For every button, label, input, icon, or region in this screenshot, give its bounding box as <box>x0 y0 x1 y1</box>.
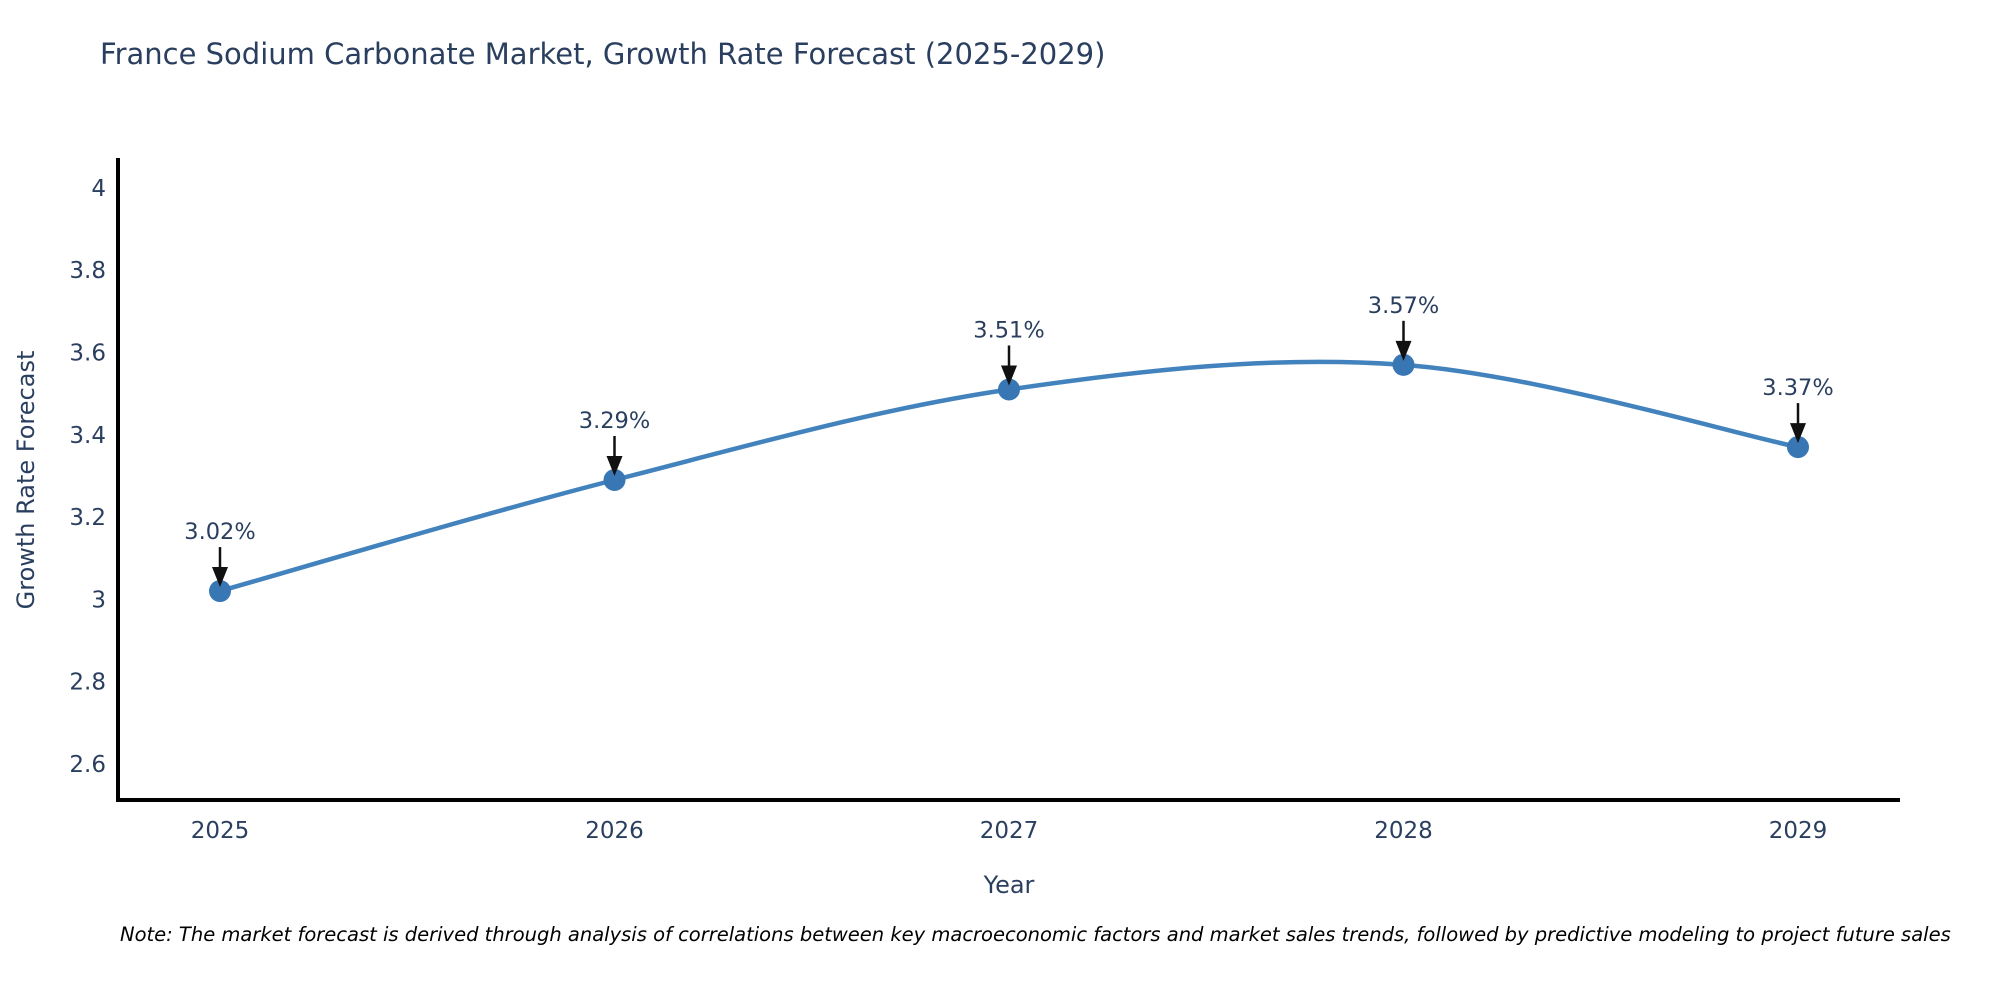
y-tick-label: 3.4 <box>69 423 106 449</box>
annotation-arrowhead <box>1790 423 1806 444</box>
axes <box>116 158 1900 802</box>
y-tick-label: 3.2 <box>69 505 106 531</box>
y-tick-label: 4 <box>91 176 106 202</box>
y-tick-label: 3.6 <box>69 340 106 366</box>
x-axis-title: Year <box>983 871 1035 899</box>
x-tick-label: 2027 <box>980 818 1039 844</box>
annotation-arrowhead <box>1001 365 1017 386</box>
data-point-label: 3.51% <box>973 318 1044 344</box>
annotation-arrowhead <box>606 456 623 476</box>
data-point-label: 3.57% <box>1368 293 1439 319</box>
y-axis-title: Growth Rate Forecast <box>12 351 40 610</box>
data-point-label: 3.02% <box>184 519 255 545</box>
x-tick-labels: 2025 2026 2027 2028 2029 <box>191 818 1828 844</box>
data-point-marker <box>603 469 626 491</box>
footnote: Note: The market forecast is derived thr… <box>120 923 1951 946</box>
y-tick-label: 2.8 <box>69 670 106 696</box>
chart-title: France Sodium Carbonate Market, Growth R… <box>100 37 1105 71</box>
y-tick-label: 3.8 <box>69 258 106 284</box>
data-point-annotations: 3.02% 3.29% 3.51% 3.57% 3.37% <box>184 293 1834 588</box>
data-point-marker <box>209 580 231 603</box>
x-tick-label: 2025 <box>191 818 250 844</box>
y-tick-labels: 4 3.8 3.6 3.4 3.2 3 2.8 2.6 <box>69 176 106 778</box>
data-point-label: 3.37% <box>1762 375 1833 401</box>
data-point-marker <box>1392 353 1415 376</box>
y-tick-label: 3 <box>91 587 106 613</box>
data-point-label: 3.29% <box>579 408 650 434</box>
x-tick-label: 2028 <box>1374 818 1433 844</box>
data-point-marker <box>998 378 1020 401</box>
x-tick-label: 2026 <box>585 818 644 844</box>
annotation-arrowhead <box>1395 340 1412 361</box>
y-tick-label: 2.6 <box>69 752 106 778</box>
data-point-marker <box>1787 436 1809 459</box>
x-tick-label: 2029 <box>1769 818 1828 844</box>
data-points <box>209 353 1809 603</box>
annotation-arrowhead <box>212 567 228 588</box>
